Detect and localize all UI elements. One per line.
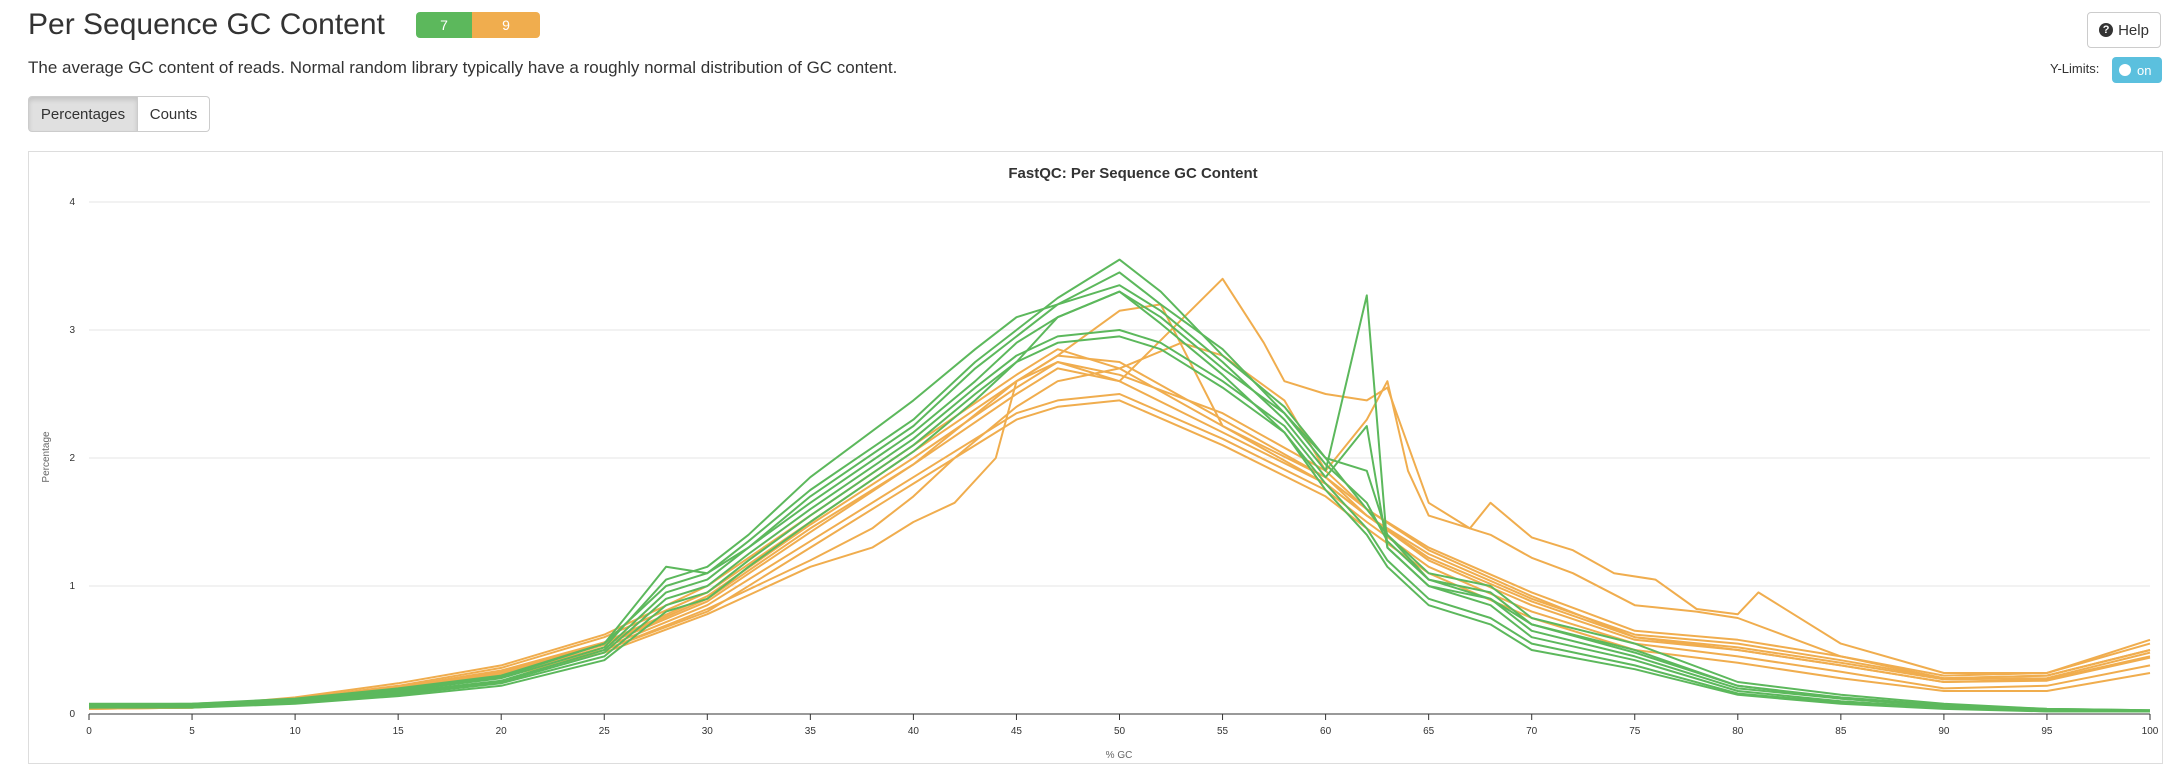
x-tick-label: 40 xyxy=(908,726,920,737)
x-tick-label: 55 xyxy=(1217,726,1229,737)
plot-container: FastQC: Per Sequence GC Content 0 1 2 3 4 0 5… xyxy=(28,151,2163,764)
x-axis-label: % GC xyxy=(1106,750,1133,761)
x-tick-label: 35 xyxy=(805,726,817,737)
ylimits-toggle[interactable]: on xyxy=(2112,57,2162,83)
y-axis-label: Percentage xyxy=(41,431,52,483)
series-line-warn[interactable] xyxy=(88,303,2151,709)
x-tick-label: 10 xyxy=(290,726,302,737)
x-tick-label: 90 xyxy=(1938,726,1950,737)
x-tick-label: 25 xyxy=(599,726,611,737)
y-tick-label: 2 xyxy=(69,453,75,464)
data-view-tabs: Percentages Counts xyxy=(28,96,210,132)
series-line-pass[interactable] xyxy=(88,284,2151,713)
toggle-knob-icon xyxy=(2119,64,2131,76)
series-line-warn[interactable] xyxy=(89,277,2151,709)
x-tick-label: 75 xyxy=(1629,726,1641,737)
series-line-pass[interactable] xyxy=(89,290,2150,713)
series-line-warn[interactable] xyxy=(88,361,2151,709)
series-line-warn[interactable] xyxy=(88,348,2151,709)
x-tick-label: 70 xyxy=(1526,726,1538,737)
x-tick-label: 50 xyxy=(1114,726,1126,737)
gc-content-chart[interactable]: FastQC: Per Sequence GC Content 0 1 2 3 4 0 5… xyxy=(29,152,2162,763)
x-tick-label: 30 xyxy=(702,726,714,737)
x-tick-label: 60 xyxy=(1320,726,1332,737)
tab-counts[interactable]: Counts xyxy=(138,96,210,132)
x-tick-label: 0 xyxy=(86,726,92,737)
y-tick-label: 1 xyxy=(69,581,75,592)
y-tick-label: 3 xyxy=(69,325,75,336)
ylimits-state: on xyxy=(2137,62,2152,78)
tab-percentages[interactable]: Percentages xyxy=(28,96,138,132)
y-tick-label: 0 xyxy=(69,709,75,720)
help-button[interactable]: ? Help xyxy=(2087,12,2161,48)
chart-title: FastQC: Per Sequence GC Content xyxy=(1008,165,1257,182)
ylimits-label: Y-Limits: xyxy=(2050,61,2100,76)
series-line-warn[interactable] xyxy=(88,341,2151,709)
section-description: The average GC content of reads. Normal … xyxy=(28,58,898,77)
x-tick-label: 80 xyxy=(1732,726,1744,737)
status-bar: 7 9 xyxy=(416,12,540,38)
question-circle-icon: ? xyxy=(2099,23,2114,37)
x-tick-label: 20 xyxy=(496,726,508,737)
x-tick-label: 95 xyxy=(2041,726,2053,737)
series-line-warn[interactable] xyxy=(88,393,2151,710)
series-line-pass[interactable] xyxy=(88,335,2150,713)
x-tick-label: 100 xyxy=(2142,726,2159,737)
series-line-pass[interactable] xyxy=(89,329,2151,713)
series-line-pass[interactable] xyxy=(88,290,2151,713)
series-line-pass[interactable] xyxy=(89,271,2151,712)
help-label: Help xyxy=(2118,21,2149,39)
x-tick-label: 15 xyxy=(393,726,405,737)
x-tick-label: 85 xyxy=(1835,726,1847,737)
x-tick-label: 5 xyxy=(189,726,195,737)
series-line-warn[interactable] xyxy=(88,354,2151,709)
warn-count-badge[interactable]: 9 xyxy=(472,12,540,38)
x-tick-label: 45 xyxy=(1011,726,1023,737)
pass-count-badge[interactable]: 7 xyxy=(416,12,472,38)
series-line-warn[interactable] xyxy=(88,367,2151,710)
x-tick-label: 65 xyxy=(1423,726,1435,737)
y-tick-label: 4 xyxy=(69,197,75,208)
page-title: Per Sequence GC Content xyxy=(28,8,385,41)
